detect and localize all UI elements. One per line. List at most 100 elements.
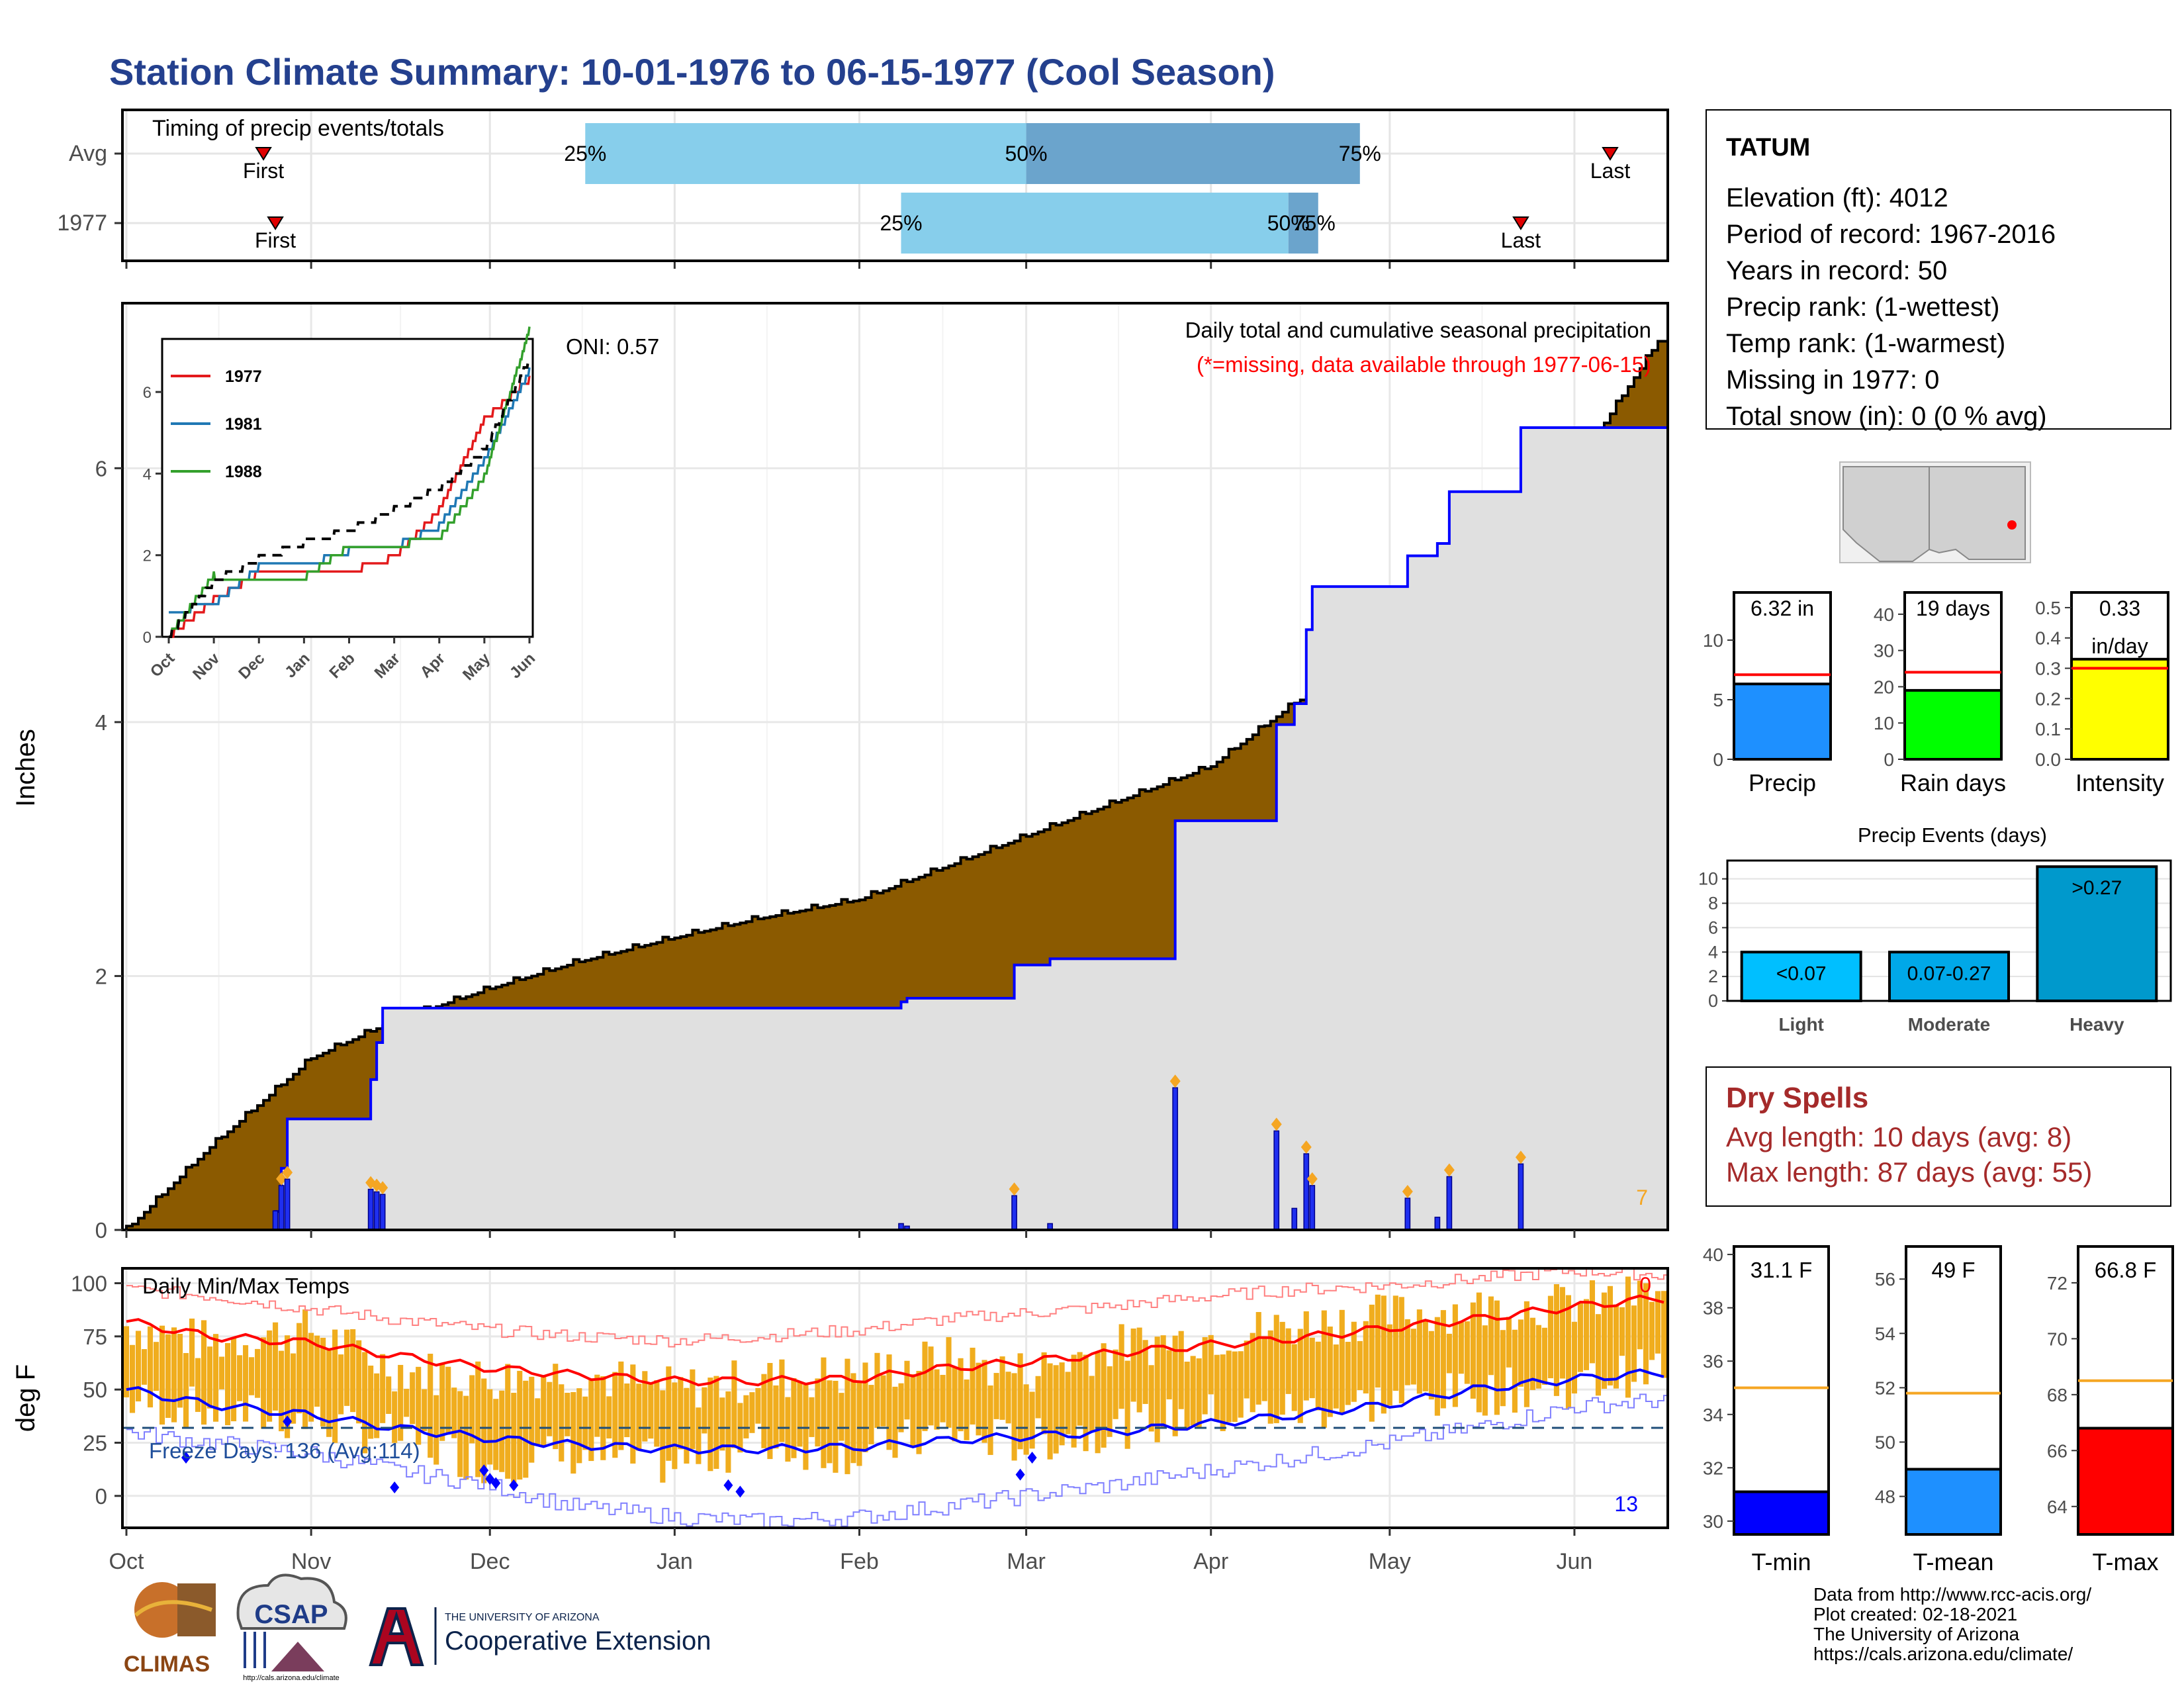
daily-temp-bar	[648, 1383, 654, 1439]
inset-chart: Oct Nov Dec Jan Feb Mar Apr May Jun0246197719811…	[143, 326, 539, 684]
daily-temp-bar	[1279, 1321, 1285, 1415]
csap-logo-url: http://cals.arizona.edu/climate	[243, 1674, 340, 1682]
daily-temp-bar	[565, 1393, 570, 1436]
daily-precip-bar	[1404, 1197, 1411, 1230]
daily-temp-bar	[189, 1318, 195, 1387]
daily-temp-bar	[1434, 1317, 1440, 1416]
temp-summary-ytick-label: 66	[2047, 1440, 2068, 1461]
daily-temp-bar	[946, 1336, 952, 1428]
daily-temp-bar	[1166, 1350, 1172, 1399]
daily-temp-bar	[713, 1376, 719, 1469]
daily-temp-bar	[1053, 1365, 1059, 1454]
last-event-marker	[1512, 216, 1529, 230]
daily-temp-bar	[791, 1378, 797, 1458]
mini-bar-value	[1903, 688, 2003, 761]
daily-temp-bar	[743, 1395, 749, 1438]
daily-temp-bar	[1529, 1317, 1535, 1390]
station-elevation: Elevation (ft): 4012	[1726, 183, 1948, 212]
daily-temp-bar	[981, 1360, 987, 1443]
daily-temp-bar	[481, 1378, 487, 1483]
daily-temp-bar	[1369, 1304, 1375, 1422]
temp-summary-ytick-label: 32	[1703, 1458, 1723, 1478]
daily-temp-bar	[987, 1385, 993, 1455]
timing-row-label-1977: 1977	[57, 211, 107, 236]
record-low-marker	[479, 1464, 489, 1477]
inset-ytick-label: 4	[143, 465, 152, 483]
daily-temp-bar	[326, 1349, 332, 1437]
daily-temp-bar	[171, 1327, 177, 1423]
daily-temp-bar	[225, 1342, 231, 1426]
daily-temp-bar	[1428, 1331, 1434, 1400]
month-label: Mar	[1007, 1549, 1046, 1574]
mini-bar-ytick-label: 20	[1874, 677, 1894, 697]
precip-events-bar-label: 0.07-0.27	[1907, 962, 1991, 984]
last-event-marker	[1602, 147, 1619, 161]
temp-y-axis: 0 25 50 75 100	[71, 1271, 122, 1509]
daily-temp-bar	[1500, 1330, 1506, 1407]
daily-temp-bar	[1392, 1295, 1398, 1391]
daily-temp-bar	[1375, 1294, 1381, 1388]
daily-temp-bar	[612, 1372, 618, 1458]
p75-label: 75%	[1339, 142, 1381, 165]
dry-spells-border	[1706, 1066, 2171, 1207]
daily-temp-bar	[1398, 1297, 1404, 1403]
daily-temp-bar	[559, 1384, 565, 1462]
daily-temp-bar	[1613, 1304, 1619, 1389]
daily-temp-bar	[433, 1395, 439, 1465]
daily-temp-bar	[1083, 1354, 1089, 1452]
daily-temp-bar	[332, 1329, 338, 1443]
daily-temp-bar	[213, 1334, 219, 1422]
daily-temp-bar	[1226, 1350, 1232, 1423]
mini-bar-value-label2: in/day	[2091, 634, 2148, 658]
mini-bar-ytick-label: 0.4	[2035, 628, 2061, 649]
daily-precip-bar	[272, 1210, 279, 1230]
daily-temp-bar	[1184, 1361, 1190, 1430]
mini-bar-value-label: 0.33	[2099, 596, 2140, 620]
daily-temp-bar	[296, 1323, 302, 1414]
temp-ytick-label: 75	[83, 1325, 107, 1349]
daily-temp-bar	[958, 1358, 964, 1432]
temperature-summary-bars: 30 32 34 36 38 40 31.1 F T-min 48 50 52 54 56 49 F T-m…	[1703, 1244, 2174, 1575]
inset-legend-label: 1988	[225, 463, 262, 481]
daily-temp-bar	[1655, 1291, 1661, 1354]
daily-temp-bar	[147, 1326, 154, 1408]
p50-label: 50%	[1267, 211, 1310, 235]
daily-precip-bars	[272, 1074, 1526, 1230]
daily-temp-bar	[1547, 1295, 1553, 1379]
inset-series-line	[169, 326, 531, 638]
daily-temp-bar	[141, 1349, 148, 1385]
main-panel-title: Daily total and cumulative seasonal prec…	[1185, 318, 1651, 342]
daily-temp-bar	[928, 1346, 934, 1426]
daily-temp-bar	[1267, 1330, 1273, 1424]
temp-summary-value-label: 66.8 F	[2095, 1258, 2157, 1282]
daily-temp-bar	[1011, 1373, 1017, 1461]
daily-temp-bar	[1488, 1296, 1494, 1376]
inset-ytick-label: 2	[143, 547, 152, 565]
daily-temp-bar	[719, 1397, 725, 1451]
daily-temp-bar	[541, 1377, 547, 1446]
avg-max-line	[126, 1294, 1664, 1387]
temp-summary-ytick-label: 36	[1703, 1351, 1723, 1372]
missing-note: (*=missing, data available through 1977-…	[1197, 352, 1651, 377]
daily-precip-bar	[379, 1194, 386, 1230]
climas-logo-sun	[134, 1582, 190, 1638]
daily-temp-bar	[1238, 1351, 1244, 1418]
inset-ytick-label: 6	[143, 384, 152, 402]
daily-temp-bar	[839, 1393, 844, 1441]
record-low-marker	[1015, 1468, 1025, 1481]
mini-bar-ytick-label: 0	[1884, 749, 1894, 770]
daily-temp-bar	[1571, 1321, 1577, 1394]
daily-temp-bar	[308, 1333, 314, 1422]
p25-label: 25%	[880, 211, 922, 235]
daily-precip-marker	[276, 1172, 287, 1186]
daily-temp-bar	[416, 1366, 422, 1445]
precip-events-ytick-label: 2	[1708, 966, 1718, 986]
temp-summary-ytick-label: 34	[1703, 1405, 1723, 1425]
daily-temp-bar	[392, 1391, 398, 1443]
precip-events-bar	[1888, 951, 2010, 1002]
precip-events-category: Moderate	[1908, 1014, 1990, 1035]
temp-summary-ytick-label: 48	[1875, 1487, 1895, 1507]
daily-temp-bar	[1351, 1321, 1357, 1402]
daily-temp-bar	[1381, 1295, 1387, 1414]
